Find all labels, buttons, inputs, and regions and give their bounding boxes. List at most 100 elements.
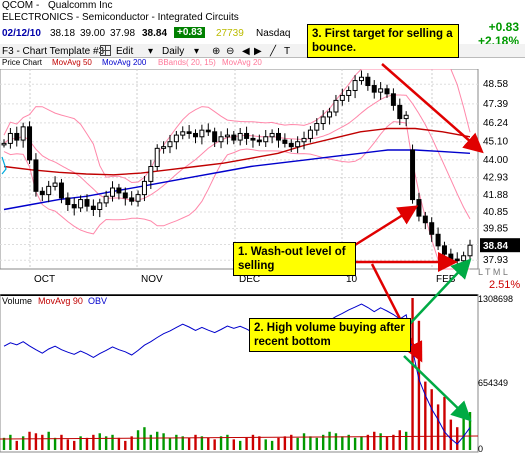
candle-body (58, 182, 64, 199)
candle-body (218, 136, 224, 143)
bband-upper-line (3, 69, 471, 184)
volume-bar (200, 436, 204, 450)
text-tool-icon[interactable]: T (284, 46, 291, 57)
x-axis-label: 10 (346, 274, 358, 285)
draw-line-icon[interactable]: ╱ (270, 46, 277, 57)
candle-body (148, 166, 154, 182)
change-value: +0.83 (488, 20, 519, 34)
candle-body (256, 139, 262, 143)
chevron-down-icon[interactable]: ▾ (148, 46, 154, 57)
candle-body (358, 76, 364, 82)
side-letters: L T M L (478, 267, 508, 277)
volume-bar (245, 437, 248, 450)
candle-body (129, 197, 135, 202)
candle-body (205, 129, 211, 133)
volume-bar (21, 436, 25, 450)
zoom-out-icon[interactable]: ⊖ (226, 46, 235, 57)
current-price-badge (480, 238, 520, 253)
candle-body (1, 142, 7, 146)
legend-obv: OBV (88, 296, 107, 306)
volume-bar (347, 434, 350, 450)
period-chevron-down-icon[interactable]: ▾ (194, 46, 200, 57)
symbol: QCOM (2, 0, 34, 11)
grid-icon[interactable] (100, 45, 112, 59)
volume-bar (270, 440, 274, 450)
candle-body (97, 202, 103, 210)
volume-bar (168, 437, 172, 450)
volume-bar (73, 440, 76, 450)
volume-bar (360, 436, 363, 450)
candle-body (295, 141, 301, 148)
price-tick-label: 39.85 (483, 224, 508, 235)
title-row: QCOM - Qualcomm Inc (0, 0, 525, 12)
volume-bar (328, 431, 331, 450)
candle-body (71, 204, 77, 209)
volume-bar (175, 434, 178, 450)
volume-bar (181, 436, 184, 450)
volume-bar (373, 431, 376, 450)
sector-row: ELECTRONICS - Semiconductor - Integrated… (0, 12, 525, 24)
quote-change-badge: +0.83 (174, 27, 206, 38)
volume-bar (85, 437, 89, 450)
price-tick-label: 46.24 (483, 118, 508, 129)
candle-body (282, 139, 288, 144)
candle-body (193, 132, 199, 138)
price-tick-label: 48.58 (483, 79, 508, 90)
volume-bar (98, 433, 101, 450)
volume-bar (251, 434, 255, 450)
annotation-volume-buying: 2. High volume buying after recent botto… (249, 318, 411, 352)
volume-bar (296, 437, 299, 450)
candle-body (20, 126, 26, 141)
legend-row: Price Chart MovAvg 50 MovAvg 200 BBands(… (0, 58, 525, 69)
volume-bar (321, 434, 325, 450)
volume-bar (187, 437, 191, 450)
price-tick-label: 42.93 (483, 173, 508, 184)
volume-bar (194, 434, 197, 450)
price-tick-label: 47.39 (483, 99, 508, 110)
quote-date: 02/12/10 (2, 28, 41, 39)
candle-body (212, 131, 218, 143)
legend-ma200: MovAvg 200 (102, 58, 147, 67)
volume-bar (404, 431, 408, 450)
candle-body (422, 215, 428, 224)
quote-exchange: Nasdaq (256, 28, 291, 39)
volume-bar (309, 436, 312, 450)
candle-body (314, 123, 320, 131)
legend-volume-ma90: MovAvg 90 (38, 296, 83, 306)
period-selector[interactable]: Daily (162, 46, 185, 57)
volume-plot-frame (0, 294, 479, 453)
volume-bar (2, 437, 6, 450)
volume-bar (66, 439, 70, 450)
annotation-first-target: 3. First target for selling a bounce. (307, 24, 459, 58)
candle-body (65, 197, 71, 206)
candle-body (390, 93, 396, 106)
candle-body (435, 233, 441, 247)
price-tick-label: 41.88 (483, 190, 508, 201)
scroll-right-icon[interactable]: ▶ (254, 46, 262, 57)
candle-body (244, 132, 250, 139)
candle-body (27, 126, 33, 161)
volume-bar (449, 419, 453, 450)
volume-bar (302, 433, 306, 450)
volume-bar (430, 389, 433, 450)
volume-bar (111, 434, 114, 450)
legend-price-chart: Price Chart (2, 58, 43, 67)
candle-body (7, 132, 13, 144)
volume-bar (232, 439, 236, 450)
quote-low: 37.98 (110, 28, 136, 39)
candle-body (231, 134, 237, 141)
candle-body (301, 137, 307, 143)
edit-button[interactable]: Edit (116, 46, 134, 57)
price-tick-label: 37.93 (483, 255, 508, 266)
scroll-left-icon[interactable]: ◀ (242, 46, 250, 57)
volume-bar (315, 437, 318, 450)
candle-body (161, 146, 167, 149)
marker-icon (1, 156, 7, 175)
template-selector[interactable]: F3 - Chart Template #3 (2, 46, 105, 57)
volume-bar (104, 436, 108, 450)
volume-tick-label: 1308698 (478, 294, 513, 304)
zoom-in-icon[interactable]: ⊕ (212, 46, 221, 57)
legend-bbands: BBands( 20, 15) (158, 58, 216, 67)
volume-bar (277, 437, 280, 450)
candle-body (90, 205, 96, 210)
